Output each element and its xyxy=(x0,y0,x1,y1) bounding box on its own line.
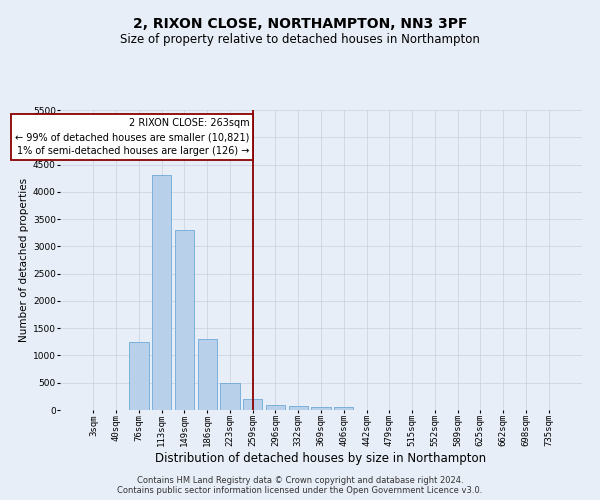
Text: 2 RIXON CLOSE: 263sqm
← 99% of detached houses are smaller (10,821)
1% of semi-d: 2 RIXON CLOSE: 263sqm ← 99% of detached … xyxy=(15,118,250,156)
Text: Contains HM Land Registry data © Crown copyright and database right 2024.
Contai: Contains HM Land Registry data © Crown c… xyxy=(118,476,482,495)
Bar xyxy=(289,406,308,410)
Bar xyxy=(266,404,285,410)
Bar xyxy=(311,407,331,410)
Bar xyxy=(197,339,217,410)
Bar xyxy=(220,382,239,410)
Bar xyxy=(243,399,262,410)
Bar xyxy=(334,408,353,410)
Bar xyxy=(129,342,149,410)
X-axis label: Distribution of detached houses by size in Northampton: Distribution of detached houses by size … xyxy=(155,452,487,465)
Text: 2, RIXON CLOSE, NORTHAMPTON, NN3 3PF: 2, RIXON CLOSE, NORTHAMPTON, NN3 3PF xyxy=(133,18,467,32)
Bar xyxy=(152,176,172,410)
Text: Size of property relative to detached houses in Northampton: Size of property relative to detached ho… xyxy=(120,32,480,46)
Y-axis label: Number of detached properties: Number of detached properties xyxy=(19,178,29,342)
Bar xyxy=(175,230,194,410)
